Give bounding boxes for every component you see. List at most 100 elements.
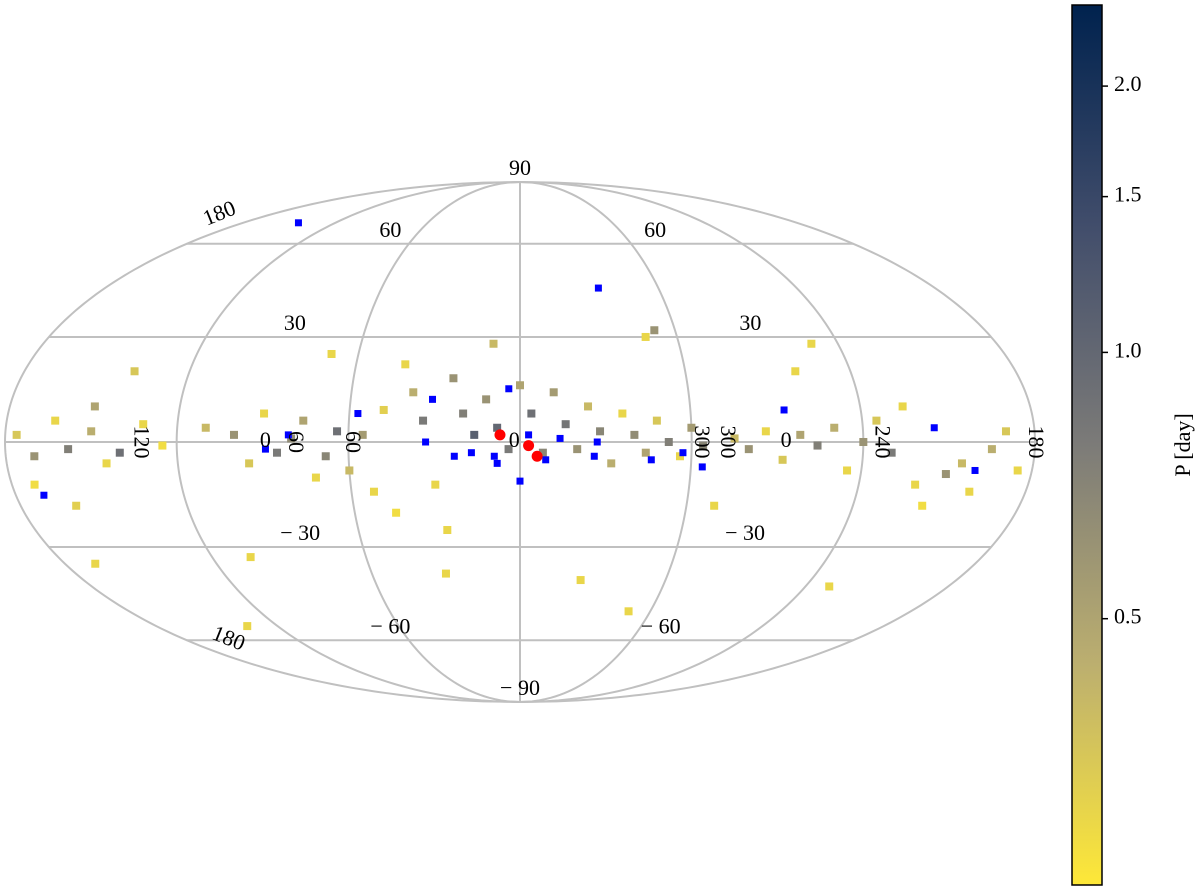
star-marker bbox=[392, 508, 401, 517]
star-marker bbox=[51, 416, 60, 425]
star-marker bbox=[449, 374, 458, 383]
star-marker bbox=[872, 416, 881, 425]
star-marker bbox=[965, 487, 974, 496]
star-marker bbox=[379, 405, 388, 414]
longitude-label: 240 bbox=[870, 426, 895, 459]
star-marker bbox=[431, 480, 440, 489]
star-marker bbox=[887, 448, 896, 457]
longitude-label: 120 bbox=[129, 426, 154, 459]
highlight-marker bbox=[40, 491, 48, 499]
star-marker bbox=[311, 473, 320, 482]
star-marker bbox=[443, 526, 452, 535]
longitude-label: 60 bbox=[341, 431, 366, 453]
star-marker bbox=[859, 438, 868, 446]
star-marker bbox=[796, 430, 805, 439]
highlight-marker bbox=[467, 449, 475, 457]
star-marker bbox=[830, 423, 839, 432]
star-marker bbox=[584, 402, 593, 411]
star-marker bbox=[409, 388, 418, 397]
star-marker bbox=[650, 326, 659, 335]
star-marker bbox=[630, 430, 639, 439]
labels: 120 0 60 60 0 300 300 0 240 180 90 60 60 30 30 − 30 − 30… bbox=[129, 155, 1049, 700]
highlight-marker bbox=[294, 219, 302, 227]
highlight-marker bbox=[780, 406, 788, 414]
star-marker bbox=[30, 452, 39, 461]
star-marker bbox=[527, 409, 536, 418]
highlight-marker bbox=[930, 424, 938, 432]
latitude-label: 60 bbox=[379, 217, 401, 242]
edge-label: 180 bbox=[209, 620, 249, 656]
colorbar-label: P [day] bbox=[1170, 413, 1195, 476]
star-marker bbox=[87, 427, 96, 436]
star-marker bbox=[516, 381, 524, 390]
highlight-marker bbox=[556, 434, 564, 442]
star-marker bbox=[573, 445, 582, 454]
star-marker bbox=[778, 455, 787, 464]
star-marker bbox=[369, 487, 378, 496]
colorbar-tick-label: 1.5 bbox=[1114, 182, 1142, 207]
star-marker bbox=[12, 430, 21, 439]
highlight-marker bbox=[531, 450, 543, 462]
highlight-marker bbox=[490, 452, 498, 460]
star-marker bbox=[158, 441, 167, 450]
star-marker bbox=[561, 420, 570, 429]
star-marker bbox=[918, 501, 927, 510]
highlight-marker bbox=[354, 410, 362, 418]
star-marker bbox=[90, 402, 99, 411]
star-marker bbox=[641, 332, 650, 341]
star-marker bbox=[1001, 427, 1010, 436]
highlight-marker bbox=[505, 385, 513, 393]
star-marker bbox=[813, 441, 822, 450]
star-marker bbox=[687, 423, 696, 432]
star-marker bbox=[549, 388, 558, 397]
longitude-label: 0 bbox=[260, 427, 271, 452]
highlight-marker bbox=[523, 440, 535, 452]
highlight-marker bbox=[647, 456, 655, 464]
latitude-label: − 30 bbox=[280, 520, 320, 545]
longitude-label: 300 bbox=[716, 426, 741, 459]
star-marker bbox=[246, 553, 255, 562]
star-marker bbox=[744, 445, 753, 454]
longitude-label: 0 bbox=[781, 427, 792, 452]
latitude-label: − 60 bbox=[370, 613, 410, 638]
star-marker bbox=[139, 420, 148, 429]
star-marker bbox=[1013, 466, 1022, 475]
star-marker bbox=[641, 448, 650, 457]
star-marker bbox=[596, 427, 605, 436]
highlight-marker bbox=[429, 395, 437, 403]
star-marker bbox=[730, 434, 739, 443]
highlight-marker bbox=[525, 431, 533, 439]
latitude-label: − 60 bbox=[641, 613, 681, 638]
star-marker bbox=[115, 448, 124, 457]
latitude-label: 60 bbox=[644, 217, 666, 242]
colorbar-tick-label: 2.0 bbox=[1114, 71, 1142, 96]
star-marker bbox=[699, 441, 708, 450]
star-marker bbox=[538, 448, 547, 457]
highlight-marker bbox=[284, 431, 292, 439]
star-marker bbox=[327, 349, 336, 358]
star-marker bbox=[299, 416, 308, 425]
longitude-label: 60 bbox=[284, 431, 309, 453]
star-marker bbox=[441, 569, 450, 578]
star-marker bbox=[245, 459, 254, 468]
latitude-label: 30 bbox=[739, 310, 761, 335]
star-marker bbox=[130, 367, 139, 376]
star-marker bbox=[333, 427, 342, 436]
star-marker bbox=[401, 360, 410, 369]
star-marker bbox=[260, 409, 269, 418]
star-marker bbox=[504, 445, 513, 454]
highlight-marker bbox=[516, 477, 524, 485]
star-marker bbox=[576, 576, 585, 585]
highlight-marker bbox=[422, 438, 430, 446]
star-marker bbox=[358, 430, 367, 439]
star-marker bbox=[489, 339, 498, 348]
star-marker bbox=[664, 438, 673, 446]
latitude-label: 30 bbox=[284, 310, 306, 335]
star-marker bbox=[273, 448, 282, 457]
star-marker bbox=[345, 466, 354, 475]
star-marker bbox=[64, 445, 73, 454]
colorbar: P [day] 0.5 1.0 1.5 2.0 bbox=[1071, 4, 1195, 886]
highlight-marker bbox=[261, 445, 269, 453]
points bbox=[12, 219, 1022, 631]
star-marker bbox=[102, 459, 111, 468]
